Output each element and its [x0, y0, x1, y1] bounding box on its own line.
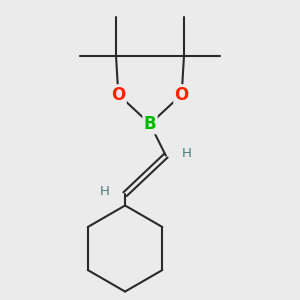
Text: H: H [181, 147, 191, 160]
Text: B: B [144, 115, 156, 133]
Text: O: O [111, 85, 125, 103]
Text: H: H [100, 185, 110, 198]
Text: O: O [175, 85, 189, 103]
